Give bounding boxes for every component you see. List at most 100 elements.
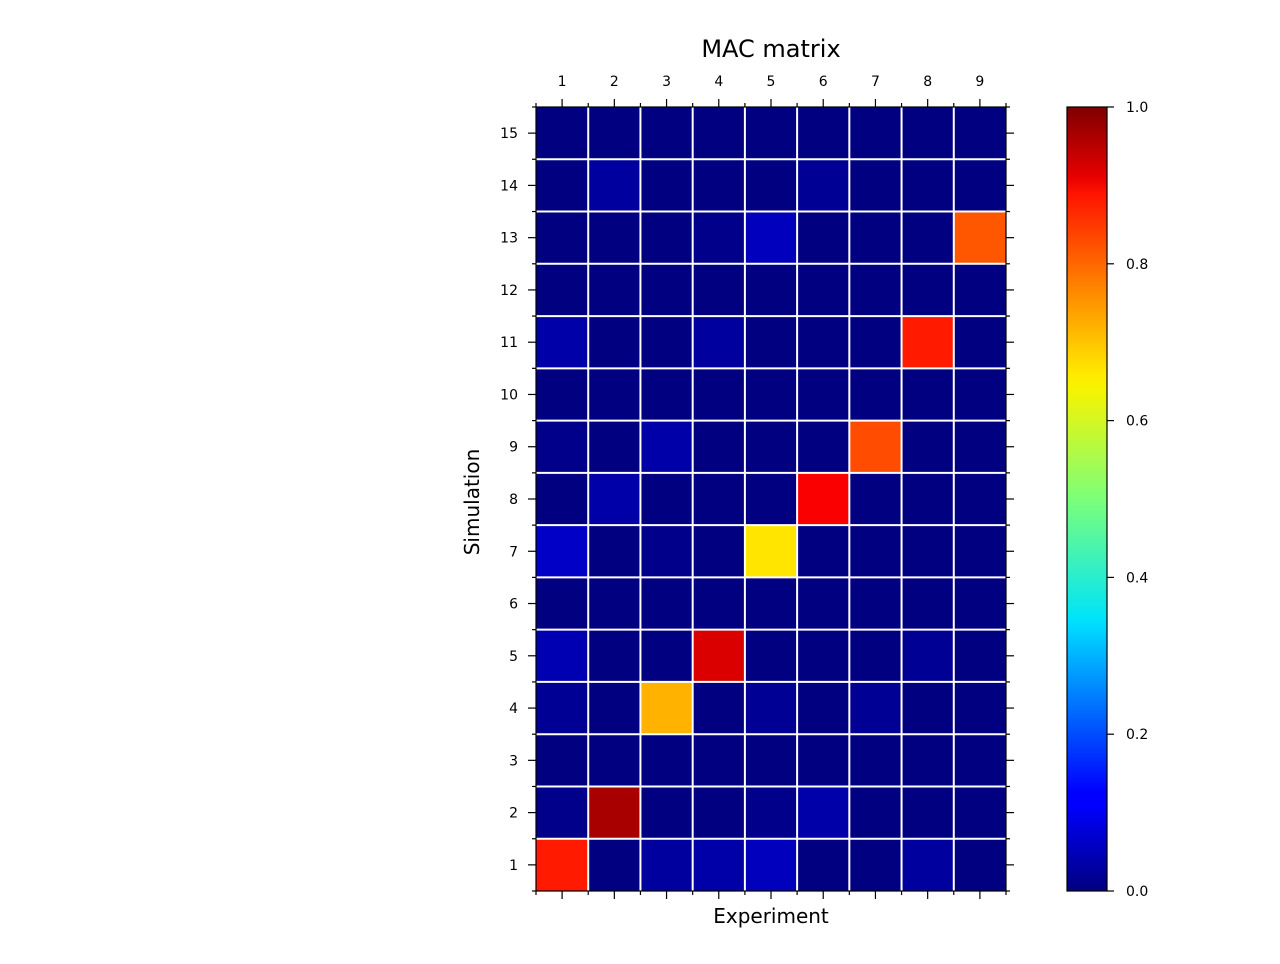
- heatmap-cell: [849, 786, 902, 839]
- chart-title: MAC matrix: [701, 35, 840, 63]
- x-tick-label: 7: [871, 74, 880, 90]
- colorbar-tick-label: 0.8: [1126, 257, 1148, 273]
- heatmap-cell: [744, 211, 798, 264]
- heatmap-cell: [588, 525, 641, 578]
- heatmap-cell: [744, 420, 798, 473]
- heatmap-cell: [797, 734, 850, 787]
- heatmap-cell: [953, 734, 1006, 787]
- heatmap-cell: [953, 211, 1006, 264]
- heatmap-cell: [588, 159, 641, 212]
- y-tick-label: 11: [500, 335, 518, 351]
- heatmap-cell: [953, 107, 1006, 160]
- heatmap-cell: [849, 629, 902, 682]
- heatmap-cell: [588, 107, 641, 160]
- heatmap-cell: [692, 316, 745, 369]
- heatmap-cell: [901, 211, 954, 264]
- heatmap-cell: [849, 159, 902, 212]
- colorbar-tick-label: 0.6: [1126, 414, 1148, 430]
- heatmap-cell: [797, 368, 850, 421]
- heatmap-cell: [901, 786, 954, 839]
- heatmap-cell: [588, 786, 641, 839]
- colorbar-ticks: 0.0 0.2 0.4 0.6 0.8 1.0: [1107, 100, 1148, 900]
- heatmap-cell: [797, 159, 850, 212]
- heatmap-cell: [901, 107, 954, 160]
- heatmap-cell: [953, 368, 1006, 421]
- y-tick-label: 3: [509, 753, 518, 769]
- heatmap-cell: [588, 368, 641, 421]
- heatmap-cell: [901, 525, 954, 578]
- heatmap-cell: [536, 211, 589, 264]
- colorbar-tick-label: 0.2: [1126, 727, 1148, 743]
- heatmap-cell: [640, 734, 693, 787]
- heatmap-cell: [588, 629, 641, 682]
- heatmap-cell: [953, 838, 1006, 891]
- heatmap-cell: [953, 472, 1006, 526]
- heatmap-cell: [588, 211, 641, 264]
- heatmap-cell: [901, 420, 954, 473]
- heatmap-cell: [692, 681, 745, 735]
- heatmap-cell: [744, 525, 798, 578]
- heatmap-cell: [901, 368, 954, 421]
- heatmap-cell: [797, 472, 850, 526]
- heatmap-cell: [536, 316, 589, 369]
- colorbar-tick-label: 0.0: [1126, 884, 1148, 900]
- heatmap-cell: [849, 734, 902, 787]
- heatmap-cell: [953, 159, 1006, 212]
- heatmap-cell: [536, 525, 589, 578]
- y-tick-label: 1: [509, 858, 518, 874]
- heatmap-cell: [953, 316, 1006, 369]
- heatmap-cell: [692, 629, 745, 682]
- heatmap-cell: [692, 107, 745, 160]
- heatmap-cell: [901, 316, 954, 369]
- x-tick-label: 9: [975, 74, 984, 90]
- heatmap-cell: [640, 525, 693, 578]
- x-tick-label: 8: [923, 74, 932, 90]
- heatmap-cell: [901, 263, 954, 317]
- heatmap-cell: [849, 211, 902, 264]
- colorbar-tick-label: 1.0: [1126, 100, 1148, 116]
- heatmap-cell: [640, 368, 693, 421]
- heatmap-cell: [953, 786, 1006, 839]
- heatmap-cell: [640, 107, 693, 160]
- heatmap-cell: [744, 734, 798, 787]
- heatmap-cell: [536, 629, 589, 682]
- heatmap-cell: [797, 577, 850, 630]
- axis-ticks: [528, 99, 1014, 899]
- heatmap-cell: [640, 577, 693, 630]
- heatmap-cell: [797, 211, 850, 264]
- heatmap-cell: [849, 838, 902, 891]
- heatmap-cell: [849, 420, 902, 473]
- heatmap-cell: [849, 316, 902, 369]
- x-tick-label: 3: [662, 74, 671, 90]
- heatmap-cell: [744, 159, 798, 212]
- heatmap-cell: [588, 681, 641, 735]
- y-tick-label: 8: [509, 492, 518, 508]
- x-tick-label: 1: [558, 74, 567, 90]
- heatmap-cell: [849, 577, 902, 630]
- y-tick-label: 12: [500, 283, 518, 299]
- heatmap-cell: [797, 263, 850, 317]
- heatmap-cell: [640, 263, 693, 317]
- heatmap-cell: [640, 211, 693, 264]
- heatmap-cell: [797, 681, 850, 735]
- heatmap-cell: [588, 734, 641, 787]
- heatmap-cell: [536, 577, 589, 630]
- y-tick-label: 9: [509, 440, 518, 456]
- x-tick-label: 4: [714, 74, 723, 90]
- heatmap-cell: [536, 107, 589, 160]
- heatmap-cell: [692, 786, 745, 839]
- heatmap-cell: [797, 838, 850, 891]
- heatmap-cell: [536, 838, 589, 891]
- heatmap-cell: [588, 263, 641, 317]
- x-tick-label: 6: [819, 74, 828, 90]
- y-tick-label: 14: [500, 178, 518, 194]
- heatmap-cell: [588, 472, 641, 526]
- heatmap-cell: [744, 316, 798, 369]
- heatmap-cell: [953, 577, 1006, 630]
- heatmap-cell: [849, 525, 902, 578]
- heatmap-cell: [692, 368, 745, 421]
- heatmap-cell: [797, 316, 850, 369]
- heatmap-cell: [744, 368, 798, 421]
